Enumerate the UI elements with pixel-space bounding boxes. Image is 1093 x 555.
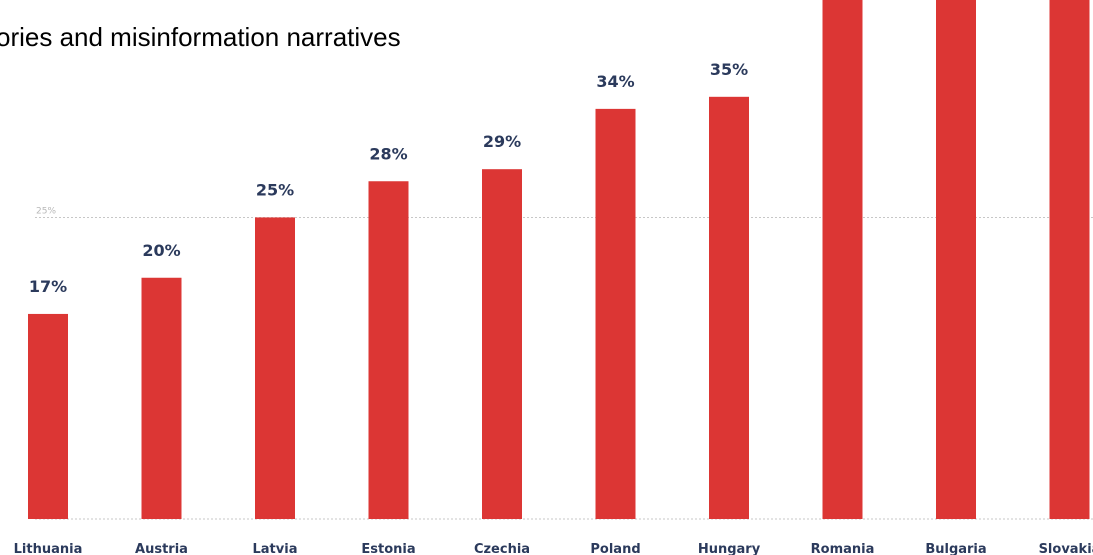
bar-estonia <box>368 181 409 519</box>
data-label: 28% <box>369 144 407 163</box>
chart-title: ories and misinformation narratives <box>0 22 401 52</box>
data-label: 17% <box>29 277 67 296</box>
x-tick-label: Estonia <box>361 542 415 555</box>
data-label: 20% <box>142 241 180 260</box>
x-tick-label: Romania <box>811 542 875 555</box>
x-tick-label: Austria <box>135 542 188 555</box>
data-label: 35% <box>710 60 748 79</box>
y-tick-label: 25% <box>36 206 56 216</box>
bar-czechia <box>482 169 522 519</box>
bar-lithuania <box>28 313 68 519</box>
bar-hungary <box>709 96 749 519</box>
bar-romania <box>822 0 863 519</box>
bar-bulgaria <box>936 0 976 519</box>
bar-slovakia <box>1049 0 1090 519</box>
x-tick-label: Bulgaria <box>925 542 986 555</box>
bar-austria <box>141 277 182 519</box>
x-tick-label: Latvia <box>253 542 298 555</box>
bar-poland <box>595 108 636 519</box>
data-label: 34% <box>596 72 634 91</box>
x-tick-label: Slovakia <box>1039 542 1093 555</box>
x-tick-label: Lithuania <box>14 542 83 555</box>
x-tick-label: Hungary <box>698 542 761 555</box>
bar-latvia <box>255 217 295 519</box>
x-tick-label: Czechia <box>474 542 530 555</box>
data-label: 25% <box>256 180 294 199</box>
x-tick-label: Poland <box>590 542 640 555</box>
data-label: 29% <box>483 132 521 151</box>
